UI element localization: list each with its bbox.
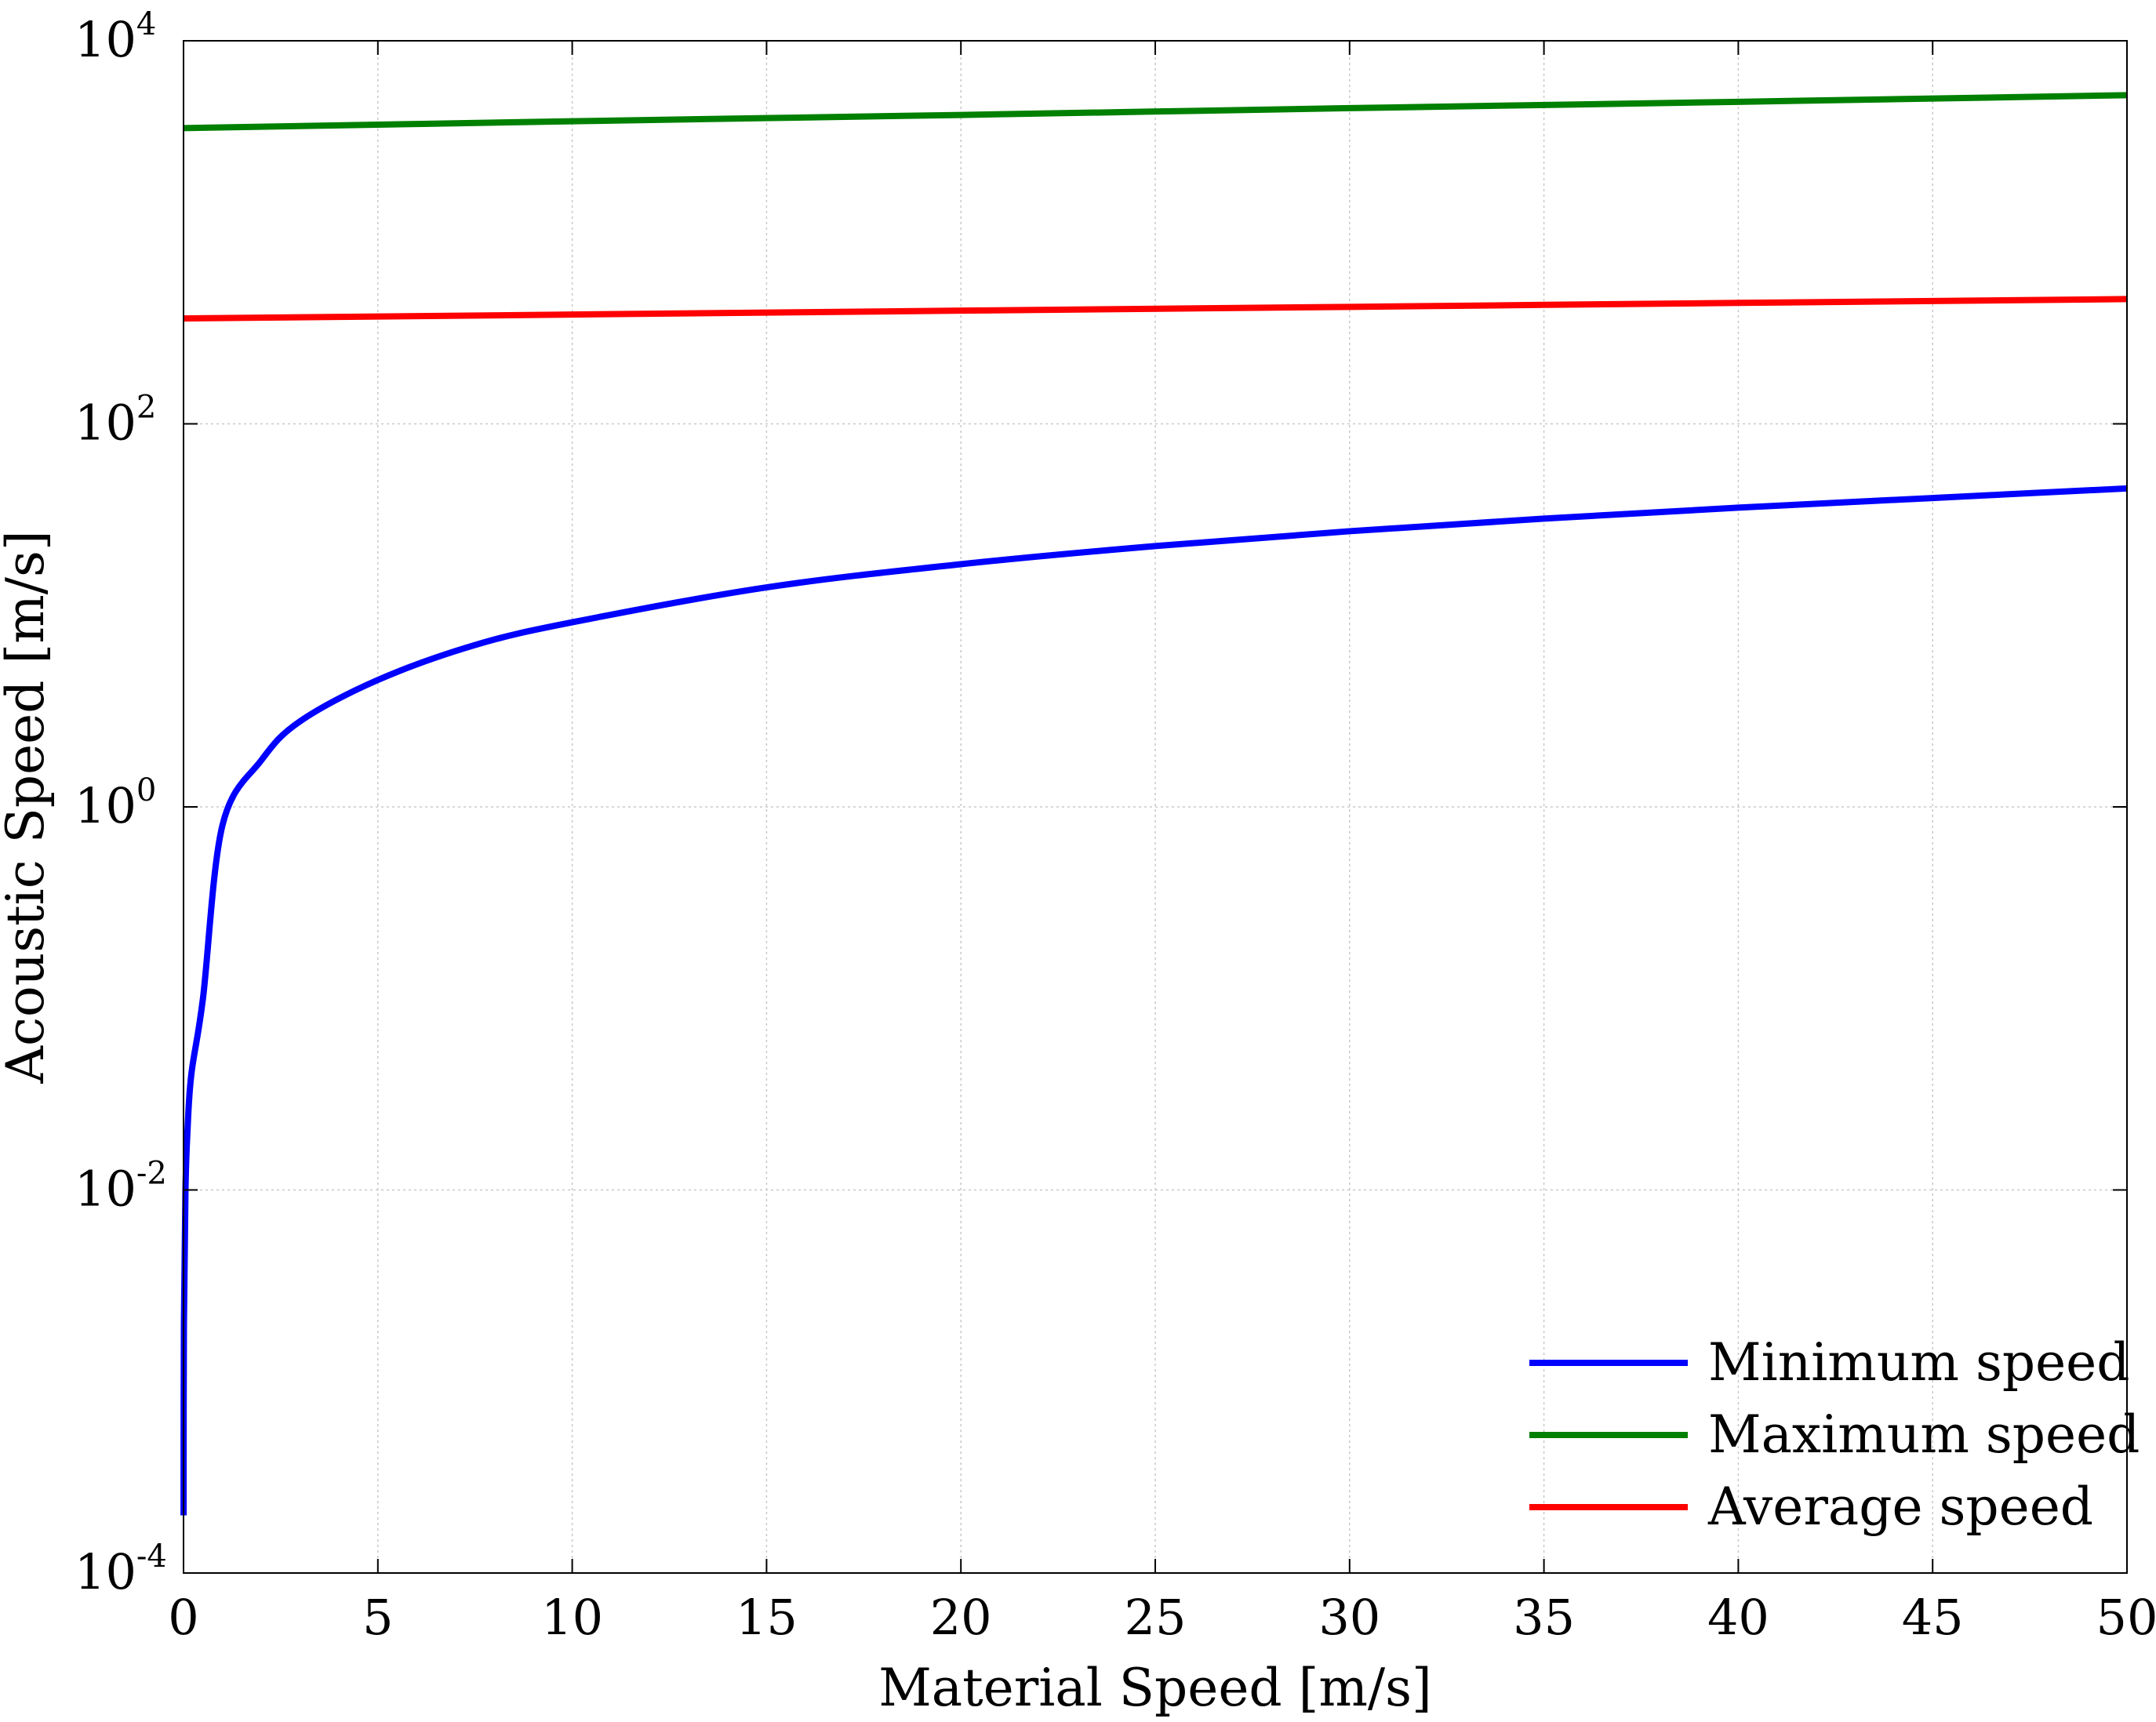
data-point-minimum-speed [961,564,962,565]
series-layer [180,92,2128,1516]
data-point-minimum-speed [572,622,573,623]
tick-labels: 0 5 10 15 20 25 30 35 40 45 50 10-4 10-2 100 102 104 [75,6,2156,1646]
legend: Minimum speed Maximum speed Average speed [1529,1332,2140,1537]
series-line-maximum-speed [183,92,2128,132]
x-tick-label: 0 [168,1589,198,1646]
y-axis-title: Acoustic Speed [m/s] [0,530,56,1084]
series-line-minimum-speed [180,485,2128,1516]
data-point-maximum-speed [572,121,573,122]
x-tick-label: 5 [362,1589,393,1646]
y-tick-label: 102 [75,390,156,452]
y-tick-label: 100 [75,772,156,834]
data-point-maximum-speed [1349,107,1350,108]
series-line-average-speed [183,296,2128,322]
data-point-maximum-speed [1738,101,1739,102]
grid [184,41,2127,1573]
legend-label-average-speed: Average speed [1707,1477,2093,1537]
data-point-minimum-speed [261,760,262,761]
ticks [183,40,2128,1574]
x-tick-label: 15 [736,1589,798,1646]
x-tick-label: 10 [541,1589,603,1646]
data-point-minimum-speed [1738,507,1739,508]
x-tick-label: 30 [1318,1589,1380,1646]
legend-label-minimum-speed: Minimum speed [1708,1332,2129,1393]
data-point-minimum-speed [766,587,767,588]
x-tick-label: 35 [1513,1589,1575,1646]
x-tick-label: 20 [930,1589,992,1646]
y-tick-label: 104 [75,6,156,68]
y-tick-label: 10-2 [75,1156,167,1218]
data-point-minimum-speed [222,825,223,826]
x-tick-label: 40 [1707,1589,1769,1646]
x-tick-label: 45 [1902,1589,1964,1646]
data-point-maximum-speed [961,114,962,115]
x-tick-label: 25 [1125,1589,1187,1646]
data-point-average-speed [572,314,573,315]
data-point-minimum-speed [202,998,203,999]
data-point-minimum-speed [1155,546,1156,547]
x-tick-label: 50 [2096,1589,2156,1646]
data-point-minimum-speed [377,680,378,681]
x-axis-title: Material Speed [m/s] [878,1658,1432,1718]
data-point-minimum-speed [1932,498,1933,499]
legend-label-maximum-speed: Maximum speed [1708,1404,2140,1465]
data-point-minimum-speed [1543,518,1544,519]
y-tick-label: 10-4 [75,1539,167,1600]
data-point-minimum-speed [1349,531,1350,532]
